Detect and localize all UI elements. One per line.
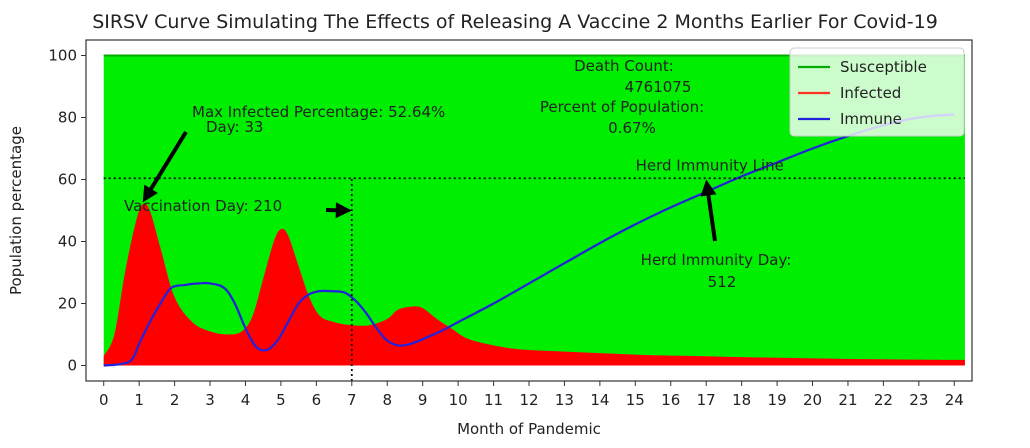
plot-area: Herd Immunity Line Max Infected Percentag… (48, 39, 973, 409)
x-tick-label-6: 6 (312, 391, 322, 409)
x-tick-label-5: 5 (276, 391, 286, 409)
x-tick-label-22: 22 (874, 391, 893, 409)
death-count-annotation-line-2: 4761075 (625, 78, 692, 96)
legend-label-immune: Immune (840, 110, 902, 128)
herd-immunity-day-annotation-line-2: 512 (708, 273, 737, 291)
x-tick-label-4: 4 (241, 391, 251, 409)
x-tick-label-1: 1 (134, 391, 144, 409)
max-infected-arrow (142, 131, 188, 203)
x-tick-label-14: 14 (590, 391, 609, 409)
x-tick-label-19: 19 (768, 391, 787, 409)
x-tick-label-15: 15 (626, 391, 645, 409)
x-tick-label-17: 17 (697, 391, 716, 409)
x-tick-label-0: 0 (99, 391, 109, 409)
x-tick-label-11: 11 (484, 391, 503, 409)
max-infected-annotation-line-2: Day: 33 (206, 118, 263, 136)
x-tick-label-20: 20 (803, 391, 822, 409)
x-tick-label-3: 3 (205, 391, 215, 409)
x-tick-label-7: 7 (347, 391, 357, 409)
x-tick-label-18: 18 (732, 391, 751, 409)
x-tick-label-21: 21 (838, 391, 857, 409)
x-tick-label-10: 10 (449, 391, 468, 409)
death-count-annotation-line-1: Death Count: (574, 57, 674, 75)
y-tick-label-100: 100 (48, 47, 77, 65)
max-infected-annotation-line-1: Max Infected Percentage: 52.64% (192, 103, 445, 121)
legend: Susceptible Infected Immune (789, 47, 965, 137)
x-tick-label-23: 23 (909, 391, 928, 409)
y-tick-label-20: 20 (58, 295, 77, 313)
y-tick-label-80: 80 (58, 109, 77, 127)
chart-title: SIRSV Curve Simulating The Effects of Re… (92, 11, 938, 33)
death-count-annotation-line-3: Percent of Population: (540, 98, 704, 116)
x-tick-label-9: 9 (418, 391, 428, 409)
y-axis-label: Population percentage (7, 126, 25, 295)
x-tick-label-16: 16 (661, 391, 680, 409)
y-tick-label-40: 40 (58, 233, 77, 251)
vaccination-day-arrow (326, 202, 352, 219)
x-tick-label-12: 12 (519, 391, 538, 409)
x-tick-label-2: 2 (170, 391, 180, 409)
infected-area (103, 203, 965, 366)
x-axis-label: Month of Pandemic (457, 420, 601, 438)
immune-line (103, 113, 955, 367)
herd-immunity-day-arrow (700, 179, 717, 242)
herd-immunity-day-annotation-line-1: Herd Immunity Day: (641, 251, 792, 269)
susceptible-area (103, 55, 965, 366)
x-tick-label-13: 13 (555, 391, 574, 409)
legend-box (789, 47, 965, 137)
y-tick-label-60: 60 (58, 171, 77, 189)
legend-label-infected: Infected (840, 84, 901, 102)
y-tick-label-0: 0 (67, 357, 77, 375)
death-count-annotation-line-4: 0.67% (608, 119, 656, 137)
vaccination-day-annotation-line-1: Vaccination Day: 210 (124, 197, 282, 215)
herd-immunity-line-label: Herd Immunity Line (636, 156, 784, 174)
legend-label-susceptible: Susceptible (840, 58, 927, 76)
x-tick-label-24: 24 (945, 391, 964, 409)
x-tick-label-8: 8 (382, 391, 392, 409)
